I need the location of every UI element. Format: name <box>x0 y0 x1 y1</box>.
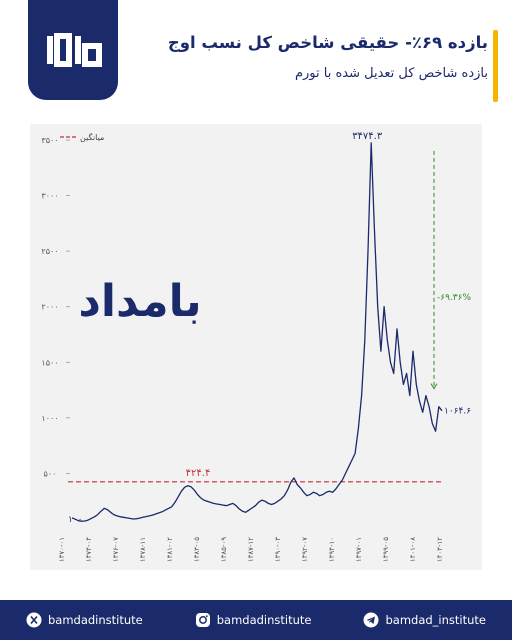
drawdown-arrow-icon <box>430 383 438 390</box>
social-telegram-label: bamdad_institute <box>385 613 486 627</box>
social-telegram[interactable]: bamdad_institute <box>363 612 486 628</box>
x-tick-label: ۱۳۷۰-۰۱ <box>58 537 66 562</box>
x-tick-label: ۱۳۸۵-۰۹ <box>220 537 228 562</box>
page-subtitle: بازده شاخص کل تعدیل شده با تورم <box>294 66 488 81</box>
social-x[interactable]: bamdadinstitute <box>26 612 143 628</box>
x-tick-label: ۱۳۹۲-۰۷ <box>301 537 309 562</box>
instagram-icon <box>195 613 210 627</box>
telegram-icon <box>363 612 379 628</box>
x-tick-label: ۱۳۹۷-۰۱ <box>355 537 363 562</box>
x-tick-label: ۱۳۹۹-۰۵ <box>382 537 390 562</box>
x-tick-label: ۱۴۰۱-۰۸ <box>409 537 417 562</box>
series-line-index <box>71 142 443 522</box>
x-tick-label: ۱۳۸۳-۰۵ <box>193 537 201 562</box>
bamdad-logo-icon <box>47 33 102 67</box>
y-tick-label: ۱۵۰۰ <box>41 358 58 367</box>
brand-logo <box>28 0 118 100</box>
social-x-label: bamdadinstitute <box>47 613 143 627</box>
chart-panel: بامداد ۵۰۰ ۱۰۰۰ ۱۵۰۰ ۲۰۰۰ ۲۵۰۰ ۳۰۰۰ ۳۵۰۰ ۱۳۷۰-… <box>30 124 482 570</box>
start-value-label: ۱۰۰ <box>68 515 83 525</box>
header: بازده ۶۹٪- حقیقی شاخص کل نسب اوج بازده ش… <box>138 30 498 102</box>
x-tick-label: ۱۴۰۳-۱۲ <box>436 537 444 562</box>
header-accent-bar <box>493 30 498 102</box>
y-tick-label: ۳۰۰۰ <box>41 192 58 201</box>
x-tick-label: ۱۳۹۰-۰۳ <box>274 537 282 562</box>
end-value-label: ۱۰۶۴.۶ <box>444 407 471 417</box>
watermark-logo: بامداد <box>78 276 201 327</box>
chart: بامداد ۵۰۰ ۱۰۰۰ ۱۵۰۰ ۲۰۰۰ ۲۵۰۰ ۳۰۰۰ ۳۵۰۰ ۱۳۷۰-… <box>41 131 471 562</box>
page-title: بازده ۶۹٪- حقیقی شاخص کل نسب اوج <box>167 33 488 52</box>
x-axis: ۱۳۷۰-۰۱ ۱۳۷۴-۰۴ ۱۳۷۶-۰۷ ۱۳۷۸-۱۱ ۱۳۸۱-۰۲ ۱۳۸۳-… <box>58 537 444 562</box>
drawdown-label: -۶۹.۳۶% <box>437 293 471 303</box>
legend-label-mean: میانگین <box>80 132 104 142</box>
x-tick-label: ۱۳۷۶-۰۷ <box>112 537 120 562</box>
footer: bamdadinstitute bamdadinstitute bamdad_i… <box>0 600 512 640</box>
mean-value-label: ۴۲۴.۴ <box>186 468 211 479</box>
x-twitter-icon <box>26 612 42 628</box>
watermark-text: بامداد <box>78 276 201 327</box>
x-tick-label: ۱۳۸۱-۰۲ <box>166 537 174 562</box>
social-instagram-label: bamdadinstitute <box>216 613 312 627</box>
y-tick-label: ۲۰۰۰ <box>41 303 58 312</box>
y-tick-label: ۱۰۰۰ <box>41 414 58 423</box>
y-tick-label: ۲۵۰۰ <box>41 247 58 256</box>
x-tick-label: ۱۳۹۴-۱۰ <box>328 537 336 562</box>
y-axis: ۵۰۰ ۱۰۰۰ ۱۵۰۰ ۲۰۰۰ ۲۵۰۰ ۳۰۰۰ ۳۵۰۰ <box>41 136 70 478</box>
x-tick-label: ۱۳۷۴-۰۴ <box>85 537 93 562</box>
social-instagram[interactable]: bamdadinstitute <box>195 612 312 628</box>
x-tick-label: ۱۳۷۸-۱۱ <box>139 537 147 562</box>
y-tick-label: ۵۰۰ <box>44 469 57 478</box>
x-tick-label: ۱۳۸۷-۱۲ <box>247 537 255 562</box>
y-tick-label: ۳۵۰۰ <box>41 136 58 145</box>
peak-value-label: ۳۴۷۴.۳ <box>352 131 383 142</box>
